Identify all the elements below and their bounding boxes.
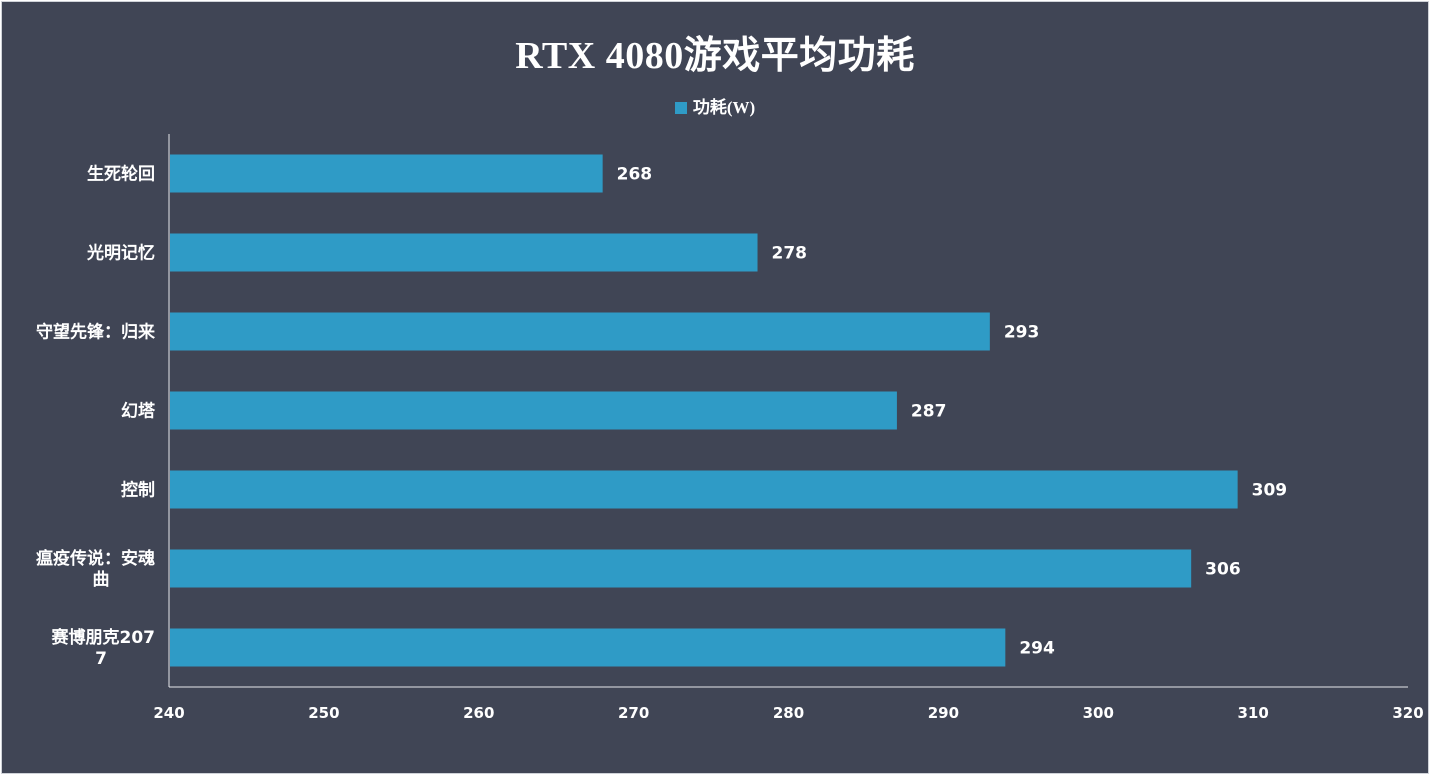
data-label: 309 [1252, 481, 1288, 501]
x-tick-label: 270 [618, 704, 649, 722]
bar [170, 233, 758, 272]
x-tick-label: 300 [1083, 704, 1114, 722]
bar [170, 154, 603, 193]
data-label: 278 [772, 244, 808, 264]
category-label: 守望先锋：归来 [36, 322, 156, 343]
x-tick-label: 250 [308, 704, 339, 722]
category-label: 控制 [121, 480, 155, 501]
bar [170, 470, 1238, 509]
data-label: 306 [1205, 560, 1241, 580]
legend-swatch [674, 102, 687, 114]
x-tick-label: 310 [1237, 704, 1268, 722]
data-label: 287 [911, 402, 947, 422]
bar [170, 391, 897, 430]
category-label: 光明记忆 [86, 243, 155, 264]
category-label: 幻塔 [121, 401, 156, 422]
data-label: 268 [617, 165, 653, 185]
bar [170, 628, 1006, 667]
data-label: 294 [1019, 639, 1055, 659]
category-label: 生死轮回 [87, 164, 155, 185]
data-label: 293 [1004, 323, 1040, 343]
x-tick-label: 320 [1392, 704, 1423, 722]
x-tick-label: 290 [928, 704, 959, 722]
chart-title: RTX 4080游戏平均功耗 [515, 35, 915, 77]
bar [170, 312, 990, 351]
category-label: 赛博朋克207 7 [51, 627, 156, 669]
x-tick-label: 240 [153, 704, 184, 722]
bar [170, 549, 1192, 588]
legend-label: 功耗(W) [692, 98, 756, 117]
category-label: 瘟疫传说：安魂曲 [36, 548, 155, 590]
x-tick-label: 280 [773, 704, 804, 722]
x-tick-label: 260 [463, 704, 494, 722]
legend: 功耗(W) [0, 93, 1430, 118]
